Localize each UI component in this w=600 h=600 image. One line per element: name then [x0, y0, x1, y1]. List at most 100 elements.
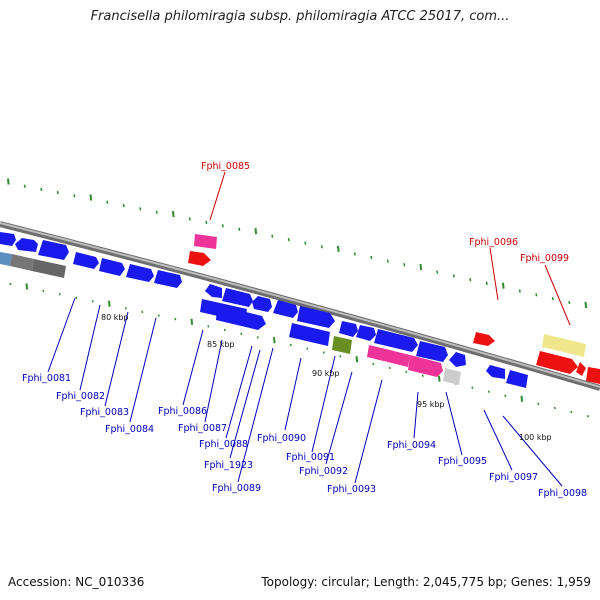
tick-mark — [551, 297, 554, 301]
gene-feature[interactable] — [486, 365, 505, 379]
tick-mark — [141, 310, 144, 314]
gene-label[interactable]: Fphi_1923 — [204, 460, 253, 471]
tick-mark — [23, 184, 26, 188]
leader-line — [489, 247, 499, 301]
gene-feature[interactable] — [273, 300, 298, 318]
gene-feature[interactable] — [374, 329, 418, 352]
gene-label[interactable]: Fphi_0093 — [327, 484, 376, 495]
gene-label[interactable]: Fphi_0096 — [469, 237, 518, 248]
gene-label[interactable]: Fphi_0084 — [105, 424, 154, 435]
tick-mark — [537, 402, 540, 406]
gene-feature[interactable] — [38, 240, 69, 260]
leader-line — [413, 391, 419, 439]
tick-mark — [436, 270, 439, 274]
tick-mark — [188, 217, 191, 221]
gene-label[interactable]: Fphi_0097 — [489, 472, 538, 483]
tick-mark — [155, 210, 158, 214]
gene-label[interactable]: Fphi_0099 — [520, 253, 569, 264]
gene-feature[interactable] — [10, 254, 34, 271]
tick-mark — [273, 337, 276, 344]
gene-feature[interactable] — [0, 232, 16, 246]
tick-mark — [207, 325, 210, 328]
tick-mark — [553, 406, 556, 410]
tick-mark — [502, 282, 505, 289]
gene-feature[interactable] — [576, 362, 586, 376]
gene-label[interactable]: Fphi_0094 — [387, 440, 436, 451]
gene-label[interactable]: Fphi_0086 — [158, 406, 207, 417]
gene-label[interactable]: Fphi_0090 — [257, 433, 306, 444]
gene-label[interactable]: Fphi_0095 — [438, 456, 487, 467]
gene-feature[interactable] — [356, 325, 376, 341]
gene-feature[interactable] — [449, 352, 466, 367]
tick-mark — [287, 237, 290, 242]
tick-mark — [304, 241, 307, 245]
gene-feature[interactable] — [443, 368, 461, 385]
tick-mark — [124, 307, 127, 310]
tick-mark — [438, 375, 441, 382]
tick-mark — [56, 190, 59, 195]
tick-mark — [139, 207, 142, 211]
scale-label: 80 kbp — [101, 313, 129, 322]
tick-mark — [190, 318, 194, 325]
gene-feature[interactable] — [332, 336, 352, 354]
gene-feature[interactable] — [194, 234, 217, 249]
scale-label: 95 kbp — [417, 400, 445, 409]
gene-feature[interactable] — [216, 305, 266, 330]
scale-label: 85 kbp — [207, 340, 235, 349]
gene-label[interactable]: Fphi_0098 — [538, 488, 587, 499]
gene-feature[interactable] — [506, 370, 528, 388]
gene-label[interactable]: Fphi_0081 — [22, 373, 71, 384]
gene-label[interactable]: Fphi_0082 — [56, 391, 105, 402]
gene-label[interactable]: Fphi_0085 — [201, 161, 250, 172]
gene-label[interactable]: Fphi_0083 — [80, 407, 129, 418]
leader-line — [225, 345, 253, 439]
gene-feature[interactable] — [188, 251, 211, 266]
tick-mark — [42, 289, 45, 293]
tick-mark — [518, 289, 521, 293]
gene-feature[interactable] — [473, 332, 495, 346]
leader-line — [237, 347, 274, 483]
gene-feature[interactable] — [536, 351, 578, 374]
leader-line — [284, 357, 302, 431]
gene-feature[interactable] — [416, 341, 448, 362]
gene-feature[interactable] — [99, 258, 125, 276]
tick-mark — [421, 374, 424, 377]
scale-label: 90 kbp — [312, 369, 340, 378]
leader-line — [204, 339, 223, 423]
gene-feature[interactable] — [542, 334, 586, 357]
tick-mark — [240, 332, 243, 335]
gene-feature[interactable] — [73, 252, 99, 269]
gene-feature[interactable] — [367, 345, 410, 367]
gene-features — [0, 232, 600, 388]
tick-mark — [372, 362, 375, 366]
tick-mark — [452, 274, 455, 278]
gene-feature[interactable] — [289, 323, 330, 346]
tick-mark — [568, 300, 571, 305]
tick-mark — [570, 410, 573, 414]
scale-labels: 80 kbp 85 kbp 90 kbp 95 kbp 100 kbp — [101, 313, 552, 442]
gene-feature[interactable] — [126, 264, 154, 282]
gene-feature[interactable] — [586, 367, 600, 384]
gene-feature[interactable] — [252, 296, 272, 312]
gene-feature[interactable] — [154, 270, 182, 288]
gene-label[interactable]: Fphi_0091 — [286, 452, 335, 463]
gene-feature[interactable] — [408, 355, 443, 377]
tick-mark — [339, 355, 342, 358]
gene-label[interactable]: Fphi_0089 — [212, 483, 261, 494]
gene-label[interactable]: Fphi_0092 — [299, 466, 348, 477]
gene-label[interactable]: Fphi_0088 — [199, 439, 248, 450]
gene-feature[interactable] — [222, 288, 253, 307]
gene-feature[interactable] — [15, 238, 38, 252]
gene-label[interactable]: Fphi_0087 — [178, 423, 227, 434]
tick-mark — [535, 293, 538, 297]
gene-feature[interactable] — [32, 259, 66, 278]
leader-line — [229, 349, 261, 459]
gene-feature[interactable] — [205, 284, 222, 298]
genome-backbone-highlight — [0, 222, 600, 388]
tick-mark — [75, 296, 78, 300]
gene-feature[interactable] — [0, 252, 12, 266]
gene-feature[interactable] — [339, 321, 358, 337]
gene-feature[interactable] — [297, 306, 335, 328]
tick-mark — [238, 227, 241, 231]
